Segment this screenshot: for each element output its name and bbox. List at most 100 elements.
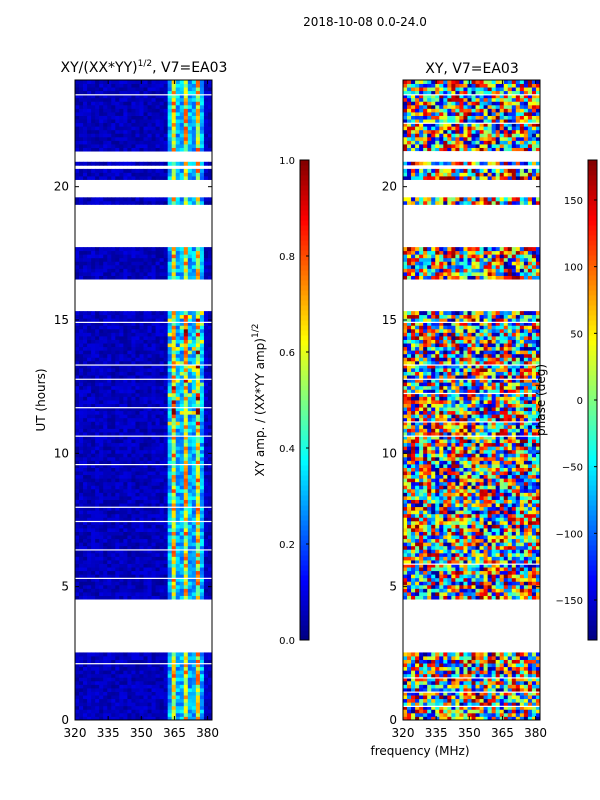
heatmap-cell [87,488,92,493]
heatmap-cell [75,595,80,600]
heatmap-cell [107,478,112,483]
heatmap-cell [163,314,169,319]
heatmap-cell [99,574,104,579]
heatmap-cell [75,375,80,380]
heatmap-cell [143,176,148,180]
heatmap-cell [107,161,112,166]
heatmap-cell [183,400,189,404]
heatmap-cell [191,570,197,575]
heatmap-cell [155,456,161,461]
heatmap-cell [171,119,177,124]
heatmap-cell [179,652,185,657]
heatmap-cell [143,567,148,572]
heatmap-cell [99,336,104,340]
heatmap-cell [139,136,144,141]
heatmap-cell [195,272,201,276]
heatmap-cell [459,712,464,717]
heatmap-cell [147,680,152,685]
heatmap-cell [95,133,100,138]
heatmap-cell [99,346,104,351]
heatmap-cell [155,432,161,436]
heatmap-cell [151,264,156,269]
heatmap-cell [187,328,193,333]
heatmap-cell [163,563,169,568]
heatmap-cell [479,712,484,717]
heatmap-cell [91,492,96,497]
heatmap-cell [207,364,213,369]
heatmap-cell [435,709,440,714]
heatmap-cell [119,94,124,99]
heatmap-cell [87,332,92,337]
heatmap-cell [511,698,517,703]
heatmap-cell [83,168,88,173]
heatmap-cell [175,108,181,113]
heatmap-cell [179,136,185,141]
heatmap-cell [159,574,165,579]
heatmap-cell [179,435,185,440]
heatmap-cell [75,695,80,700]
heatmap-cell [155,567,161,572]
heatmap-cell [123,129,128,134]
heatmap-cell [79,133,84,138]
heatmap-cell [95,588,100,593]
heatmap-cell [159,588,165,593]
heatmap-cell [87,414,92,419]
heatmap-cell [79,670,84,675]
heatmap-cell [127,375,132,380]
heatmap-cell [83,403,88,408]
heatmap-cell [155,87,161,92]
heatmap-cell [163,97,169,102]
heatmap-cell [79,456,84,461]
heatmap-cell [127,115,132,120]
heatmap-cell [147,346,152,351]
heatmap-cell [103,275,108,280]
heatmap-cell [103,254,108,259]
heatmap-cell [123,652,128,657]
heatmap-cell [107,432,112,436]
heatmap-cell [403,716,408,721]
heatmap-cell [207,325,213,330]
heatmap-cell [159,652,165,657]
heatmap-cell [151,385,156,390]
heatmap-cell [179,446,185,451]
heatmap-cell [187,666,193,671]
heatmap-cell [203,264,209,269]
heatmap-cell [83,474,88,479]
heatmap-cell [75,200,80,205]
heatmap-cell [79,567,84,572]
heatmap-cell [443,709,448,714]
heatmap-cell [127,318,132,323]
heatmap-cell [159,691,165,696]
heatmap-cell [199,325,205,330]
heatmap-cell [167,136,173,141]
heatmap-cell [123,716,128,721]
heatmap-cell [139,336,144,340]
heatmap-cell [159,698,165,703]
heatmap-cell [199,563,205,568]
heatmap-cell [127,435,132,440]
heatmap-cell [147,673,152,678]
heatmap-cell [195,581,201,586]
heatmap-cell [155,474,161,479]
y-tick-label: 5 [61,580,69,594]
heatmap-cell [127,520,132,525]
heatmap-cell [167,129,173,134]
heatmap-cell [175,712,181,717]
heatmap-cell [175,90,181,95]
heatmap-cell [163,126,169,131]
heatmap-cell [159,350,165,355]
heatmap-cell [191,549,197,554]
heatmap-cell [139,517,144,522]
colorbar-segment [300,330,309,336]
heatmap-cell [163,552,169,557]
heatmap-cell [179,254,185,259]
heatmap-cell [91,343,96,348]
heatmap-cell [167,528,173,532]
heatmap-cell [87,311,92,316]
heatmap-cell [191,353,197,358]
heatmap-cell [203,147,209,152]
heatmap-cell [111,83,116,88]
heatmap-cell [99,371,104,376]
heatmap-cell [119,688,124,692]
heatmap-cell [163,520,169,525]
